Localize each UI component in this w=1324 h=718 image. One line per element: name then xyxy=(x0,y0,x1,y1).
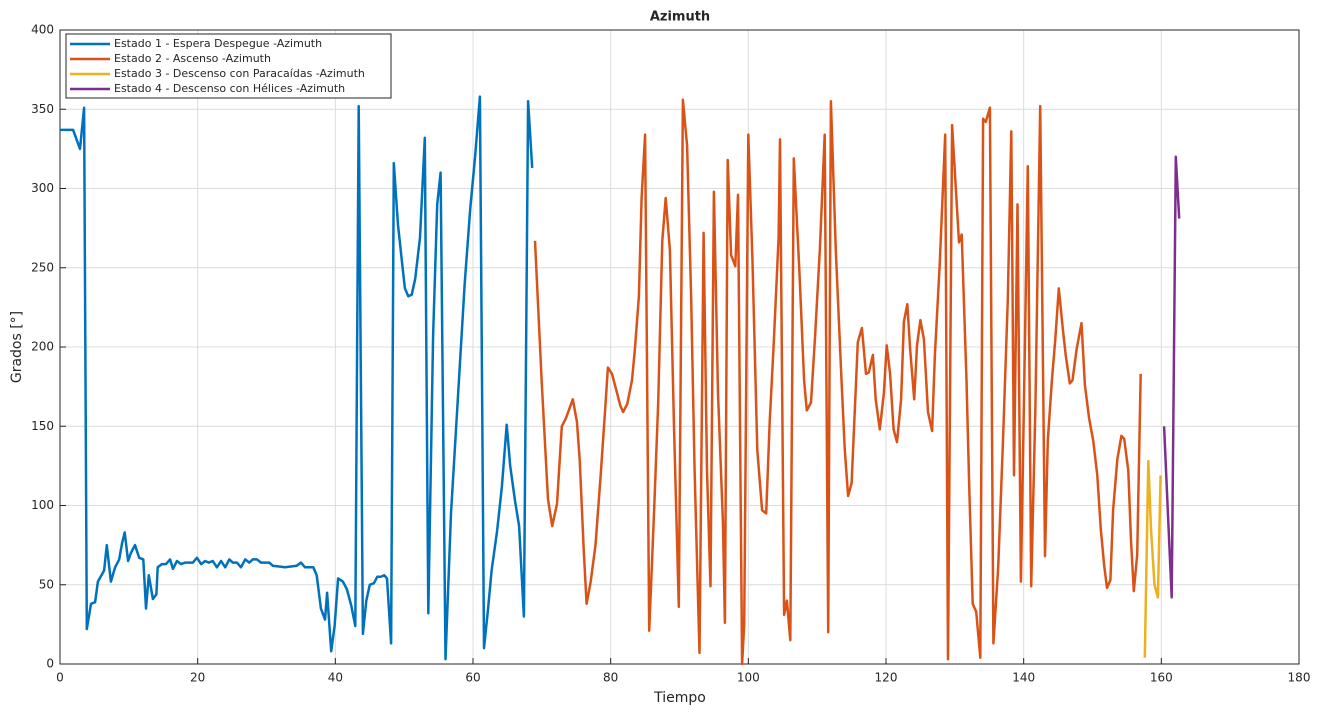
series-line xyxy=(533,98,1142,666)
y-tick-label: 100 xyxy=(31,498,54,512)
y-tick-label: 50 xyxy=(39,577,54,591)
y-tick-label: 400 xyxy=(31,23,54,37)
x-tick-label: 40 xyxy=(328,671,343,685)
x-axis-label: Tiempo xyxy=(653,690,706,706)
y-tick-label: 200 xyxy=(31,340,54,354)
y-tick-label: 250 xyxy=(31,260,54,274)
y-tick-label: 150 xyxy=(31,419,54,433)
legend-label: Estado 3 - Descenso con Paracaídas -Azim… xyxy=(114,67,365,80)
x-tick-label: 80 xyxy=(603,671,618,685)
x-tick-label: 120 xyxy=(875,671,898,685)
x-tick-label: 160 xyxy=(1150,671,1173,685)
series-line xyxy=(1162,155,1181,599)
legend-label: Estado 1 - Espera Despegue -Azimuth xyxy=(114,37,322,50)
series-line xyxy=(60,95,534,661)
x-tick-label: 140 xyxy=(1012,671,1035,685)
series-line xyxy=(1143,459,1162,658)
y-tick-label: 0 xyxy=(46,657,54,671)
legend-label: Estado 4 - Descenso con Hélices -Azimuth xyxy=(114,82,345,95)
x-tick-label: 0 xyxy=(56,671,64,685)
y-tick-label: 350 xyxy=(31,102,54,116)
x-tick-label: 100 xyxy=(737,671,760,685)
y-tick-label: 300 xyxy=(31,181,54,195)
x-tick-label: 60 xyxy=(465,671,480,685)
legend-label: Estado 2 - Ascenso -Azimuth xyxy=(114,52,271,65)
x-tick-label: 20 xyxy=(190,671,205,685)
legend: Estado 1 - Espera Despegue -Azimuth Estad… xyxy=(65,33,392,99)
chart-title: Azimuth xyxy=(650,10,710,25)
plot-frame xyxy=(59,29,1300,665)
legend-box xyxy=(65,33,392,99)
y-axis-label: Grados [°] xyxy=(9,311,25,383)
x-tick-label: 180 xyxy=(1288,671,1311,685)
